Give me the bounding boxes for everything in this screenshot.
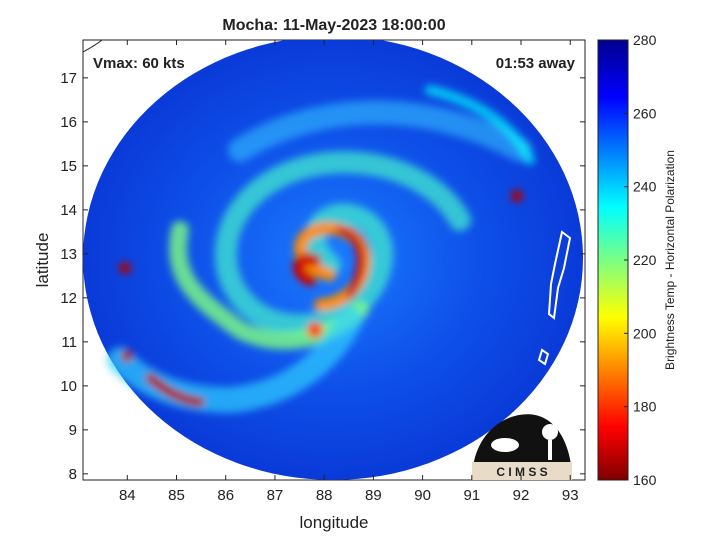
x-tick-label: 86 — [217, 487, 234, 504]
x-tick-label: 93 — [562, 487, 579, 504]
y-tick-label: 10 — [60, 378, 77, 395]
colorbar-tick-label: 280 — [633, 32, 657, 48]
colorbar-tick-label: 180 — [633, 399, 657, 415]
satellite-image — [83, 40, 583, 480]
title: Mocha: 11-May-2023 18:00:00 — [222, 17, 445, 34]
x-tick-label: 88 — [316, 487, 333, 504]
y-tick-label: 12 — [60, 290, 77, 307]
x-tick-label: 89 — [365, 487, 382, 504]
logo-text: C I M S S — [496, 465, 547, 479]
vmax-annotation: Vmax: 60 kts — [93, 55, 185, 72]
x-tick-label: 90 — [414, 487, 431, 504]
y-axis-label: latitude — [33, 233, 52, 288]
colorbar-tick-label: 160 — [633, 472, 657, 488]
time-annotation: 01:53 away — [496, 55, 576, 72]
colorbar-tick-label: 240 — [633, 179, 657, 195]
colorbar-tick-label: 200 — [633, 325, 657, 341]
colorbar-label: Brightness Temp - Horizontal Polarizatio… — [663, 150, 677, 370]
y-tick-label: 13 — [60, 246, 77, 263]
x-tick-label: 84 — [119, 487, 136, 504]
y-tick-label: 8 — [69, 466, 77, 483]
x-axis-label: longitude — [299, 513, 368, 532]
y-tick-label: 16 — [60, 114, 77, 131]
y-tick-label: 17 — [60, 70, 77, 87]
y-tick-label: 9 — [69, 422, 77, 439]
logo: C I M S S — [472, 414, 572, 480]
colorbar-tick-label: 260 — [633, 105, 657, 121]
x-tick-label: 87 — [267, 487, 284, 504]
colorbar — [597, 39, 629, 481]
x-tick-label: 85 — [168, 487, 185, 504]
y-tick-label: 15 — [60, 158, 77, 175]
colorbar-tick-label: 220 — [633, 252, 657, 268]
y-tick-label: 14 — [60, 202, 77, 219]
y-tick-label: 11 — [61, 334, 77, 351]
x-tick-label: 92 — [513, 487, 530, 504]
x-tick-label: 91 — [463, 487, 480, 504]
